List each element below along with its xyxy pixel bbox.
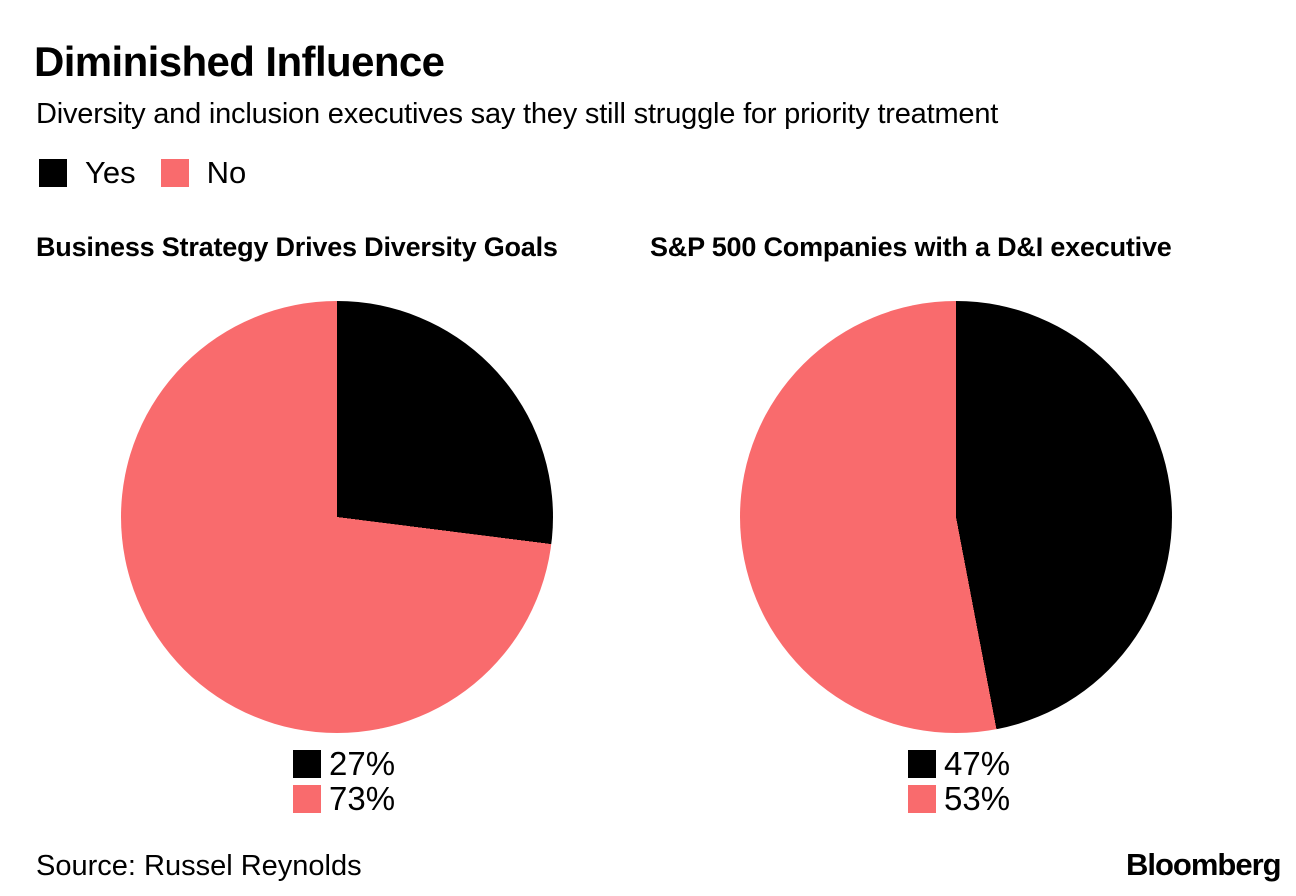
pie-chart-business-strategy — [121, 301, 553, 733]
chart-title-business-strategy: Business Strategy Drives Diversity Goals — [36, 232, 558, 262]
chart-title-sp500: S&P 500 Companies with a D&I executive — [650, 232, 1172, 262]
page-subtitle: Diversity and inclusion executives say t… — [36, 98, 999, 130]
pie-label-row: 27% — [293, 745, 396, 782]
page-title: Diminished Influence — [34, 38, 445, 85]
label-swatch-yes — [908, 750, 936, 778]
legend: Yes No — [39, 155, 271, 190]
label-swatch-yes — [293, 750, 321, 778]
legend-label-no: No — [206, 155, 247, 190]
label-value-yes: 47% — [944, 745, 1011, 782]
pie-labels-business-strategy: 27% 73% — [293, 745, 396, 820]
source-attribution: Source: Russel Reynolds — [36, 850, 362, 882]
label-value-yes: 27% — [329, 745, 396, 782]
pie-label-row: 53% — [908, 780, 1011, 817]
legend-swatch-no — [160, 159, 189, 187]
pie-chart-sp500 — [740, 301, 1172, 733]
label-swatch-no — [908, 785, 936, 813]
legend-swatch-yes — [39, 159, 67, 187]
label-swatch-no — [293, 785, 321, 813]
bloomberg-logo: Bloomberg — [1126, 847, 1282, 882]
legend-label-yes: Yes — [85, 155, 136, 190]
pie-labels-sp500: 47% 53% — [908, 745, 1011, 820]
pie-label-row: 47% — [908, 745, 1011, 782]
pie-label-row: 73% — [293, 780, 396, 817]
label-value-no: 53% — [944, 780, 1011, 817]
label-value-no: 73% — [329, 780, 396, 817]
